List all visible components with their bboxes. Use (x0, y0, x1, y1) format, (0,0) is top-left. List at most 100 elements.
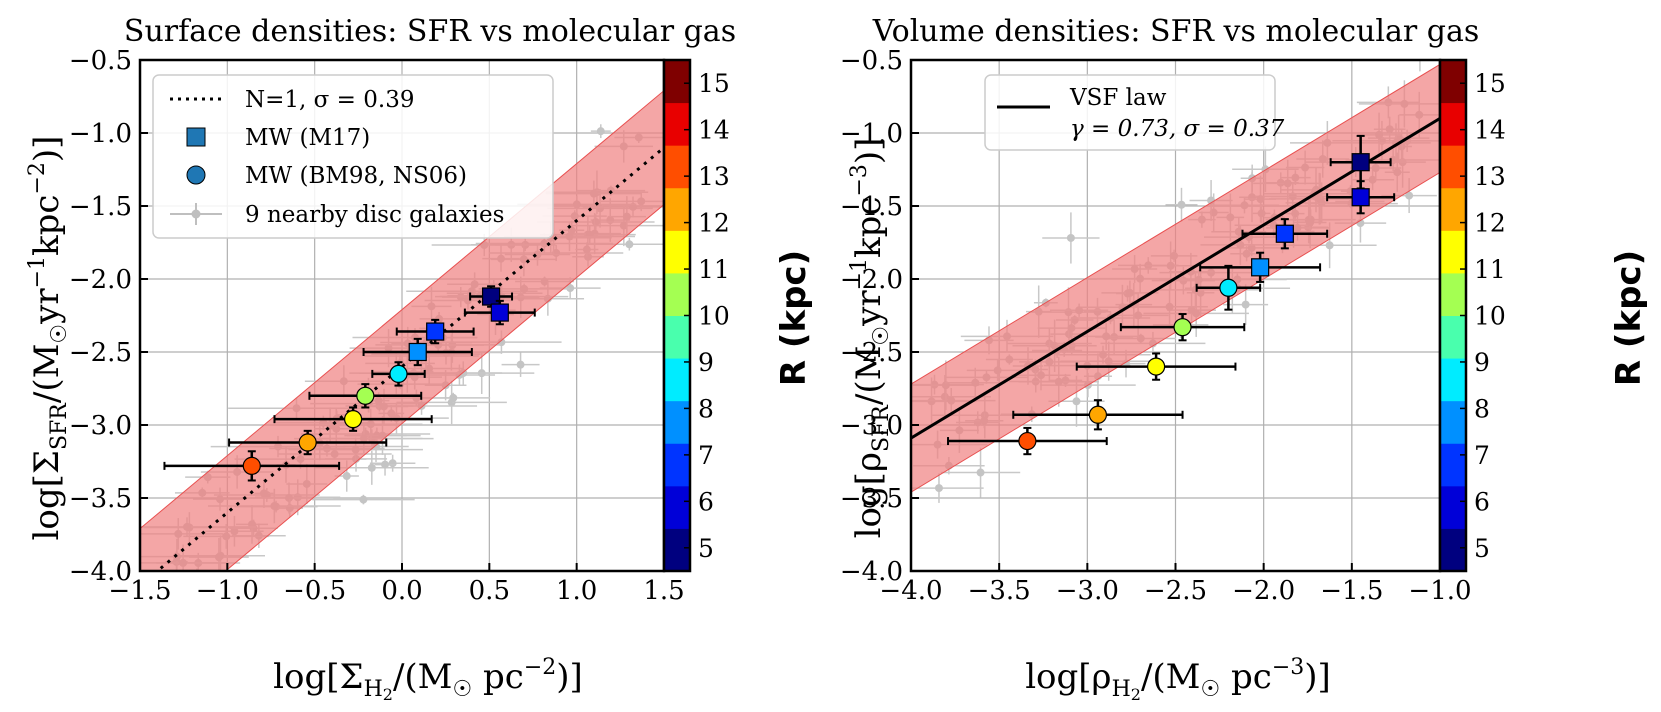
colorbar-tick-label: 10 (698, 302, 730, 331)
y-tick-label: −4.0 (840, 557, 903, 587)
mw-point-square (395, 318, 475, 345)
galaxy-point (1042, 212, 1100, 264)
left-x-axis-label: log[ΣH2/(M☉ pc−2)] (273, 655, 583, 704)
colorbar-segment (664, 187, 690, 231)
colorbar-tick-label: 11 (698, 255, 730, 284)
series-square (362, 285, 536, 367)
right-x-axis-label: log[ρH2/(M☉ pc−3)] (1025, 655, 1331, 704)
legend-label-galaxies: 9 nearby disc galaxies (245, 202, 504, 228)
galaxy-point (144, 611, 272, 639)
colorbar-segment (664, 60, 690, 104)
x-tick-label: −1.5 (108, 576, 171, 606)
circle-marker (298, 433, 317, 452)
mw-point-square (1329, 134, 1392, 190)
colorbar-segment (1440, 145, 1466, 189)
colorbar-tick-label: 7 (698, 441, 714, 470)
colorbar-segment (664, 528, 690, 572)
colorbar-segment (1440, 400, 1466, 444)
galaxy-point (501, 352, 540, 377)
left-title: Surface densities: SFR vs molecular gas (124, 14, 736, 49)
y-tick-label: −0.5 (69, 46, 132, 76)
square-marker (1351, 188, 1370, 207)
svg-text:log[ΣSFR/(M☉yr−1kpc−2)]: log[ΣSFR/(M☉yr−1kpc−2)] (25, 136, 72, 541)
y-tick-label: −3.0 (69, 411, 132, 441)
right-panel: Volume densities: SFR vs molecular gas −… (840, 14, 1649, 704)
square-marker (1251, 258, 1270, 277)
mw-point-square (1199, 251, 1322, 283)
mw-point-circle (1075, 352, 1237, 381)
x-tick-label: 1.0 (556, 576, 597, 606)
y-tick-label: −2.0 (840, 265, 903, 295)
svg-text:log[ΣH2/(M☉ pc−2)]: log[ΣH2/(M☉ pc−2)] (273, 655, 583, 704)
galaxy-point (1419, 60, 1421, 72)
mw-point-square (1241, 218, 1329, 250)
y-tick-label: −4.0 (69, 557, 132, 587)
series-square (1199, 134, 1396, 283)
circle-marker (1147, 357, 1166, 376)
square-marker (1275, 224, 1294, 243)
colorbar-segment (1440, 485, 1466, 529)
x-tick-label: −2.5 (1144, 576, 1207, 606)
left-colorbar: 5 6 7 8 9 10 11 12 13 14 15 (662, 58, 730, 573)
mw-point-circle (371, 361, 426, 387)
colorbar-tick-label: 13 (1474, 162, 1506, 191)
legend-label-vsf: VSF law (1069, 85, 1167, 111)
series-circle (163, 361, 433, 482)
galaxy-point (1223, 284, 1269, 325)
mw-point-square (362, 337, 473, 367)
right-colorbar-label: R (kpc) (1609, 250, 1649, 386)
colorbar-tick-label: 8 (1474, 394, 1490, 423)
legend-gray-errorbar-icon (170, 203, 222, 225)
y-tick-label: −1.0 (69, 119, 132, 149)
colorbar-tick-label: 15 (1474, 69, 1506, 98)
x-tick-label: −0.5 (283, 576, 346, 606)
square-marker (481, 287, 501, 306)
colorbar-segment (1440, 528, 1466, 572)
legend-sublabel-vsf: γ = 0.73, σ = 0.37 (1070, 116, 1285, 142)
galaxy-point (590, 124, 611, 139)
plot-clip-group (911, 60, 1440, 571)
mw-point-circle (947, 426, 1108, 456)
y-tick-label: −1.0 (840, 119, 903, 149)
x-tick-label: −1.5 (1320, 576, 1383, 606)
circle-marker (1088, 405, 1108, 424)
mw-point-square (1326, 180, 1396, 215)
colorbar-tick-label: 6 (1474, 487, 1490, 516)
left-y-axis-label: log[ΣSFR/(M☉yr−1kpc−2)] (25, 136, 72, 541)
colorbar-tick-label: 13 (698, 162, 730, 191)
colorbar-segment (1440, 272, 1466, 316)
x-tick-label: 0.0 (381, 576, 422, 606)
colorbar-tick-label: 10 (1474, 302, 1506, 331)
colorbar-tick-label: 15 (698, 69, 730, 98)
colorbar-segment (664, 315, 690, 359)
colorbar-tick-label: 5 (698, 534, 714, 563)
y-tick-label: −3.0 (840, 411, 903, 441)
colorbar-tick-label: 14 (698, 116, 730, 145)
mw-point-square (463, 299, 536, 326)
left-panel: Surface densities: SFR vs molecular gas … (25, 14, 814, 704)
colorbar-segment (1440, 230, 1466, 274)
y-tick-label: −2.0 (69, 265, 132, 295)
legend-circle-icon (186, 165, 206, 185)
mw-point-circle (228, 429, 388, 456)
colorbar-segment (1440, 443, 1466, 487)
colorbar-tick-label: 8 (698, 394, 714, 423)
legend-square-icon (186, 127, 206, 147)
square-marker (426, 322, 445, 341)
y-tick-label: −3.5 (840, 484, 903, 514)
legend-label-m17: MW (M17) (245, 125, 370, 151)
right-plot-area: −4.0 −3.5 −3.0 −2.5 −2.0 −1.5 −1.0 −4.0 −3.5 −3.0… (840, 46, 1472, 606)
colorbar-segment (1440, 358, 1466, 402)
circle-marker (356, 386, 375, 405)
colorbar-tick-label: 11 (1474, 255, 1506, 284)
fit-line (911, 117, 1440, 440)
galaxy-point (312, 494, 415, 505)
colorbar-tick-label: 6 (698, 487, 714, 516)
colorbar-tick-label: 12 (698, 209, 730, 238)
right-title: Volume densities: SFR vs molecular gas (872, 14, 1480, 49)
colorbar-segment (664, 443, 690, 487)
colorbar-segment (664, 400, 690, 444)
legend-label-fit: N=1, σ = 0.39 (245, 87, 414, 113)
y-tick-label: −1.5 (69, 192, 132, 222)
